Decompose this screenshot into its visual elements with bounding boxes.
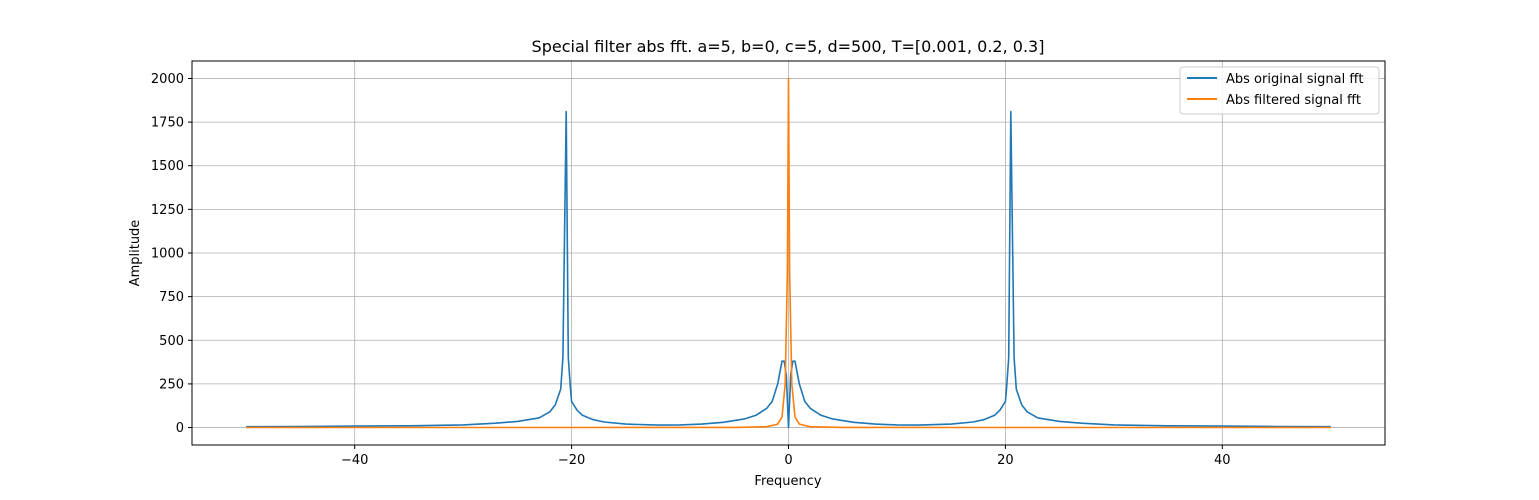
y-tick-label: 500 bbox=[159, 334, 184, 349]
y-tick-label: 0 bbox=[176, 421, 184, 436]
x-tick-label: 20 bbox=[997, 453, 1014, 468]
legend-label-filtered: Abs filtered signal fft bbox=[1226, 93, 1361, 108]
x-axis-label: Frequency bbox=[754, 474, 821, 489]
y-tick-label: 1500 bbox=[151, 159, 184, 174]
x-axis: −40 −20 0 20 40 bbox=[341, 445, 1231, 468]
x-tick-label: −20 bbox=[558, 453, 585, 468]
series-layer bbox=[246, 77, 1331, 429]
y-axis-label: Amplitude bbox=[128, 220, 143, 287]
series-line-filtered bbox=[246, 77, 1331, 429]
y-tick-label: 1750 bbox=[151, 116, 184, 131]
y-tick-label: 2000 bbox=[151, 72, 184, 87]
y-tick-label: 1000 bbox=[151, 247, 184, 262]
legend-box bbox=[1179, 66, 1380, 115]
y-tick-label: 1250 bbox=[151, 203, 184, 218]
legend: Abs original signal fft Abs filtered sig… bbox=[1179, 66, 1380, 115]
x-tick-label: −40 bbox=[341, 453, 368, 468]
series-line-original bbox=[246, 110, 1331, 429]
legend-label-original: Abs original signal fft bbox=[1226, 72, 1363, 87]
y-axis: 0 250 500 750 1000 1250 1500 1750 2000 bbox=[151, 72, 192, 436]
y-tick-label: 250 bbox=[159, 377, 184, 392]
y-tick-label: 750 bbox=[159, 290, 184, 305]
x-tick-label: 40 bbox=[1214, 453, 1231, 468]
x-tick-label: 0 bbox=[784, 453, 792, 468]
chart-title: Special filter abs fft. a=5, b=0, c=5, d… bbox=[532, 37, 1045, 56]
